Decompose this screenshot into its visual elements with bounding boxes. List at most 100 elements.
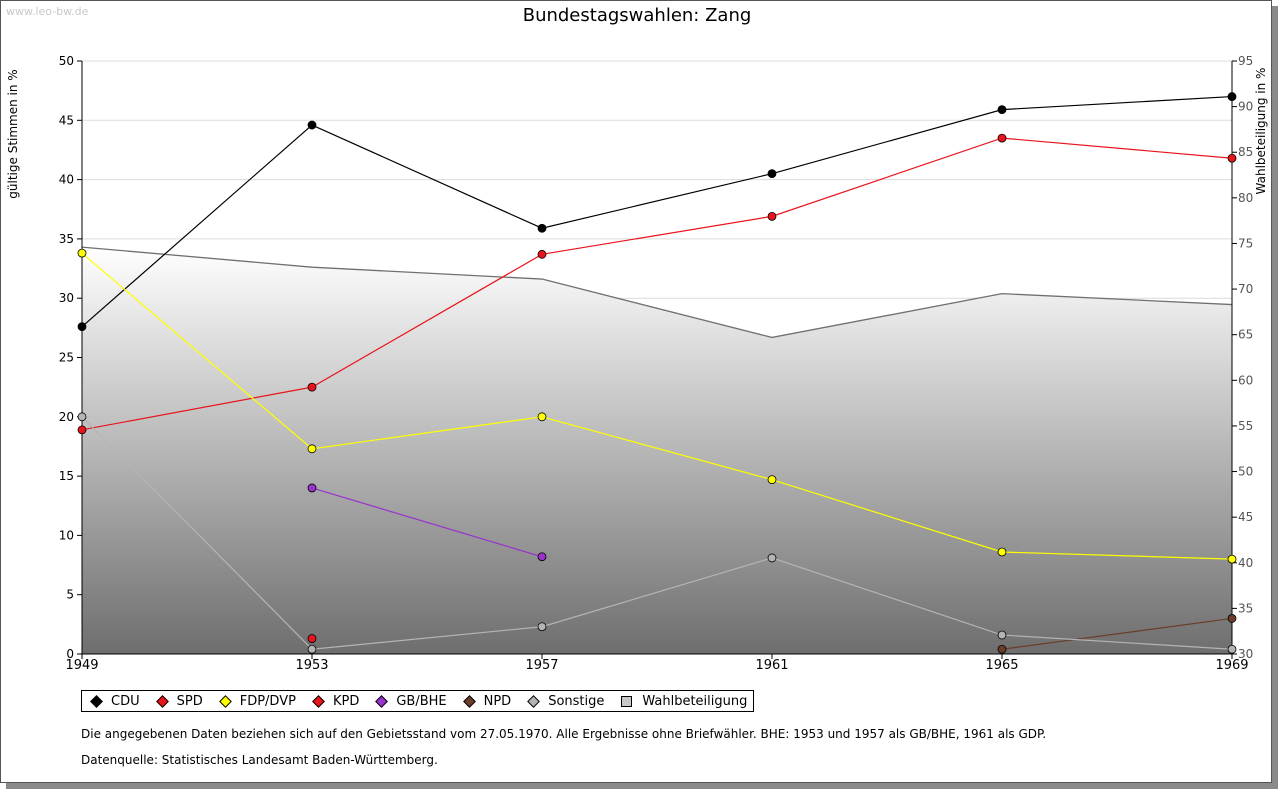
x-tick-label-1953: 1953	[295, 658, 328, 673]
x-tick-label-1961: 1961	[755, 658, 788, 673]
point-sonstige-1969	[1227, 644, 1237, 654]
y2-tick-label-75: 75	[1238, 236, 1253, 250]
x-tick-label-1965: 1965	[985, 658, 1018, 673]
legend-marker-sonstige	[527, 694, 541, 708]
y-tick-label-30: 30	[59, 291, 74, 305]
point-fdpdvp-1961	[767, 475, 777, 485]
y2-tick-label-55: 55	[1238, 419, 1253, 433]
y2-tick-label-40: 40	[1238, 556, 1253, 570]
series-line-spd	[81, 137, 1233, 431]
y-tick-label-10: 10	[59, 528, 74, 542]
point-sonstige-1953	[307, 644, 317, 654]
point-spd-1957	[537, 249, 547, 259]
point-sonstige-1949	[77, 412, 87, 422]
point-cdu-1961	[767, 169, 777, 179]
y2-tick-label-65: 65	[1238, 328, 1253, 342]
y-tick-label-5: 5	[66, 588, 74, 602]
y2-tick-label-70: 70	[1238, 282, 1253, 296]
legend-marker-wahlbeteiligung	[621, 695, 633, 707]
point-sonstige-1965	[997, 630, 1007, 640]
y2-tick-label-35: 35	[1238, 601, 1253, 615]
point-gbbhe-1953	[307, 483, 317, 493]
point-gbbhe-1957	[537, 552, 547, 562]
tick-labels: 0 5 10 15 20 25 30 35 40 45 50 30 35 40 45 50 55 60 65 70 75…	[59, 54, 1254, 673]
series-line-npd	[1001, 617, 1233, 650]
legend-item-spd[interactable]: SPD	[155, 693, 203, 709]
point-spd-1949	[77, 425, 87, 435]
point-fdpdvp-1953	[307, 444, 317, 454]
point-kpd-1953	[307, 634, 317, 643]
y-axis-left-label: gültige Stimmen in %	[6, 69, 20, 198]
legend-label-gbbhe: GB/BHE	[396, 693, 447, 709]
y-tick-label-0: 0	[66, 647, 74, 661]
turnout-area	[81, 246, 1233, 654]
legend-label-cdu: CDU	[111, 693, 140, 709]
series-line-fdpdvp	[81, 252, 1233, 560]
legend: CDU SPD FDP/DVP KPD GB/BHE NPD Sonstige	[81, 690, 755, 712]
point-npd-1969	[1227, 614, 1237, 623]
legend-item-kpd[interactable]: KPD	[312, 694, 359, 709]
y-tick-label-40: 40	[59, 173, 74, 187]
x-tick-label-1969: 1969	[1215, 658, 1248, 673]
point-cdu-1969	[1227, 92, 1237, 101]
legend-item-npd[interactable]: NPD	[462, 693, 512, 709]
y2-tick-label-50: 50	[1238, 465, 1253, 479]
legend-marker-npd	[462, 694, 476, 708]
legend-label-sonstige: Sonstige	[548, 693, 605, 709]
point-fdpdvp-1949	[77, 248, 87, 258]
point-sonstige-1961	[767, 553, 777, 563]
y2-tick-label-80: 80	[1238, 191, 1253, 205]
y-tick-label-45: 45	[59, 113, 74, 127]
x-tick-label-1949: 1949	[65, 658, 98, 673]
legend-item-cdu[interactable]: CDU	[90, 694, 140, 709]
legend-marker-kpd	[312, 694, 325, 708]
turnout-area-fill	[82, 247, 1232, 654]
footnote-data-source: Datenquelle: Statistisches Landesamt Bad…	[81, 753, 438, 767]
legend-item-wahlbeteiligung[interactable]: Wahlbeteiligung	[620, 694, 747, 709]
y-tick-label-15: 15	[59, 469, 74, 483]
legend-label-kpd: KPD	[332, 693, 360, 709]
point-fdpdvp-1965	[997, 547, 1007, 557]
legend-marker-spd	[155, 694, 169, 708]
legend-marker-cdu	[90, 694, 103, 708]
series-lines	[77, 92, 1237, 654]
y2-tick-label-90: 90	[1238, 100, 1253, 114]
point-cdu-1949	[77, 322, 87, 332]
y-tick-label-50: 50	[59, 54, 74, 68]
point-spd-1961	[767, 211, 777, 221]
y2-tick-label-85: 85	[1238, 145, 1253, 159]
point-fdpdvp-1969	[1227, 554, 1237, 564]
y-tick-label-35: 35	[59, 232, 74, 246]
y2-tick-label-45: 45	[1238, 510, 1253, 524]
point-cdu-1965	[997, 105, 1007, 115]
chart-title: Bundestagswahlen: Zang	[522, 5, 752, 26]
x-tick-label-1957: 1957	[525, 658, 558, 673]
legend-label-fdp: FDP/DVP	[239, 693, 296, 709]
point-spd-1969	[1227, 153, 1237, 163]
point-cdu-1957	[537, 223, 547, 233]
y-axis-right-label: Wahlbeteiligung in %	[1254, 68, 1268, 195]
y2-tick-label-60: 60	[1238, 373, 1253, 387]
point-spd-1965	[997, 133, 1007, 143]
point-spd-1953	[307, 382, 317, 392]
legend-item-sonstige[interactable]: Sonstige	[527, 694, 604, 709]
series-line-cdu	[81, 95, 1233, 328]
legend-label-npd: NPD	[483, 693, 512, 709]
footnote-data-scope: Die angegebenen Daten beziehen sich auf …	[81, 727, 1047, 741]
point-cdu-1953	[307, 120, 317, 130]
y2-tick-label-30: 30	[1238, 647, 1253, 661]
series-line-sonstige	[81, 416, 1233, 650]
legend-marker-gbbhe	[375, 694, 389, 708]
watermark: www.leo-bw.de	[6, 5, 89, 18]
point-sonstige-1957	[537, 622, 547, 632]
turnout-area-line	[81, 246, 1233, 339]
series-line-gbbhe	[311, 487, 543, 558]
legend-label-spd: SPD	[176, 693, 203, 709]
y-tick-label-20: 20	[59, 410, 74, 424]
legend-item-gbbhe[interactable]: GB/BHE	[375, 693, 447, 709]
y-tick-label-25: 25	[59, 351, 74, 365]
point-fdpdvp-1957	[537, 412, 547, 422]
y2-tick-label-95: 95	[1238, 54, 1253, 68]
legend-item-fdp[interactable]: FDP/DVP	[218, 693, 296, 709]
